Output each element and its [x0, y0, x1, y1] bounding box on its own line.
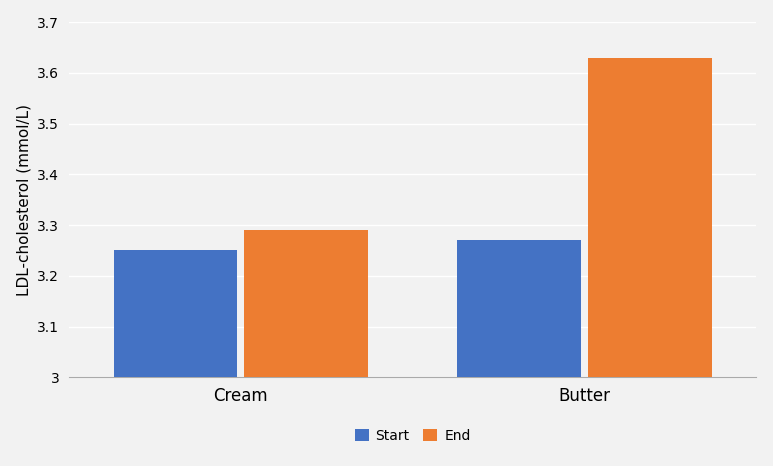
Legend: Start, End: Start, End — [349, 424, 476, 449]
Bar — [114, 251, 237, 466]
Bar — [244, 230, 368, 466]
Bar — [458, 240, 581, 466]
Y-axis label: LDL-cholesterol (mmol/L): LDL-cholesterol (mmol/L) — [17, 104, 32, 296]
Bar — [588, 58, 712, 466]
